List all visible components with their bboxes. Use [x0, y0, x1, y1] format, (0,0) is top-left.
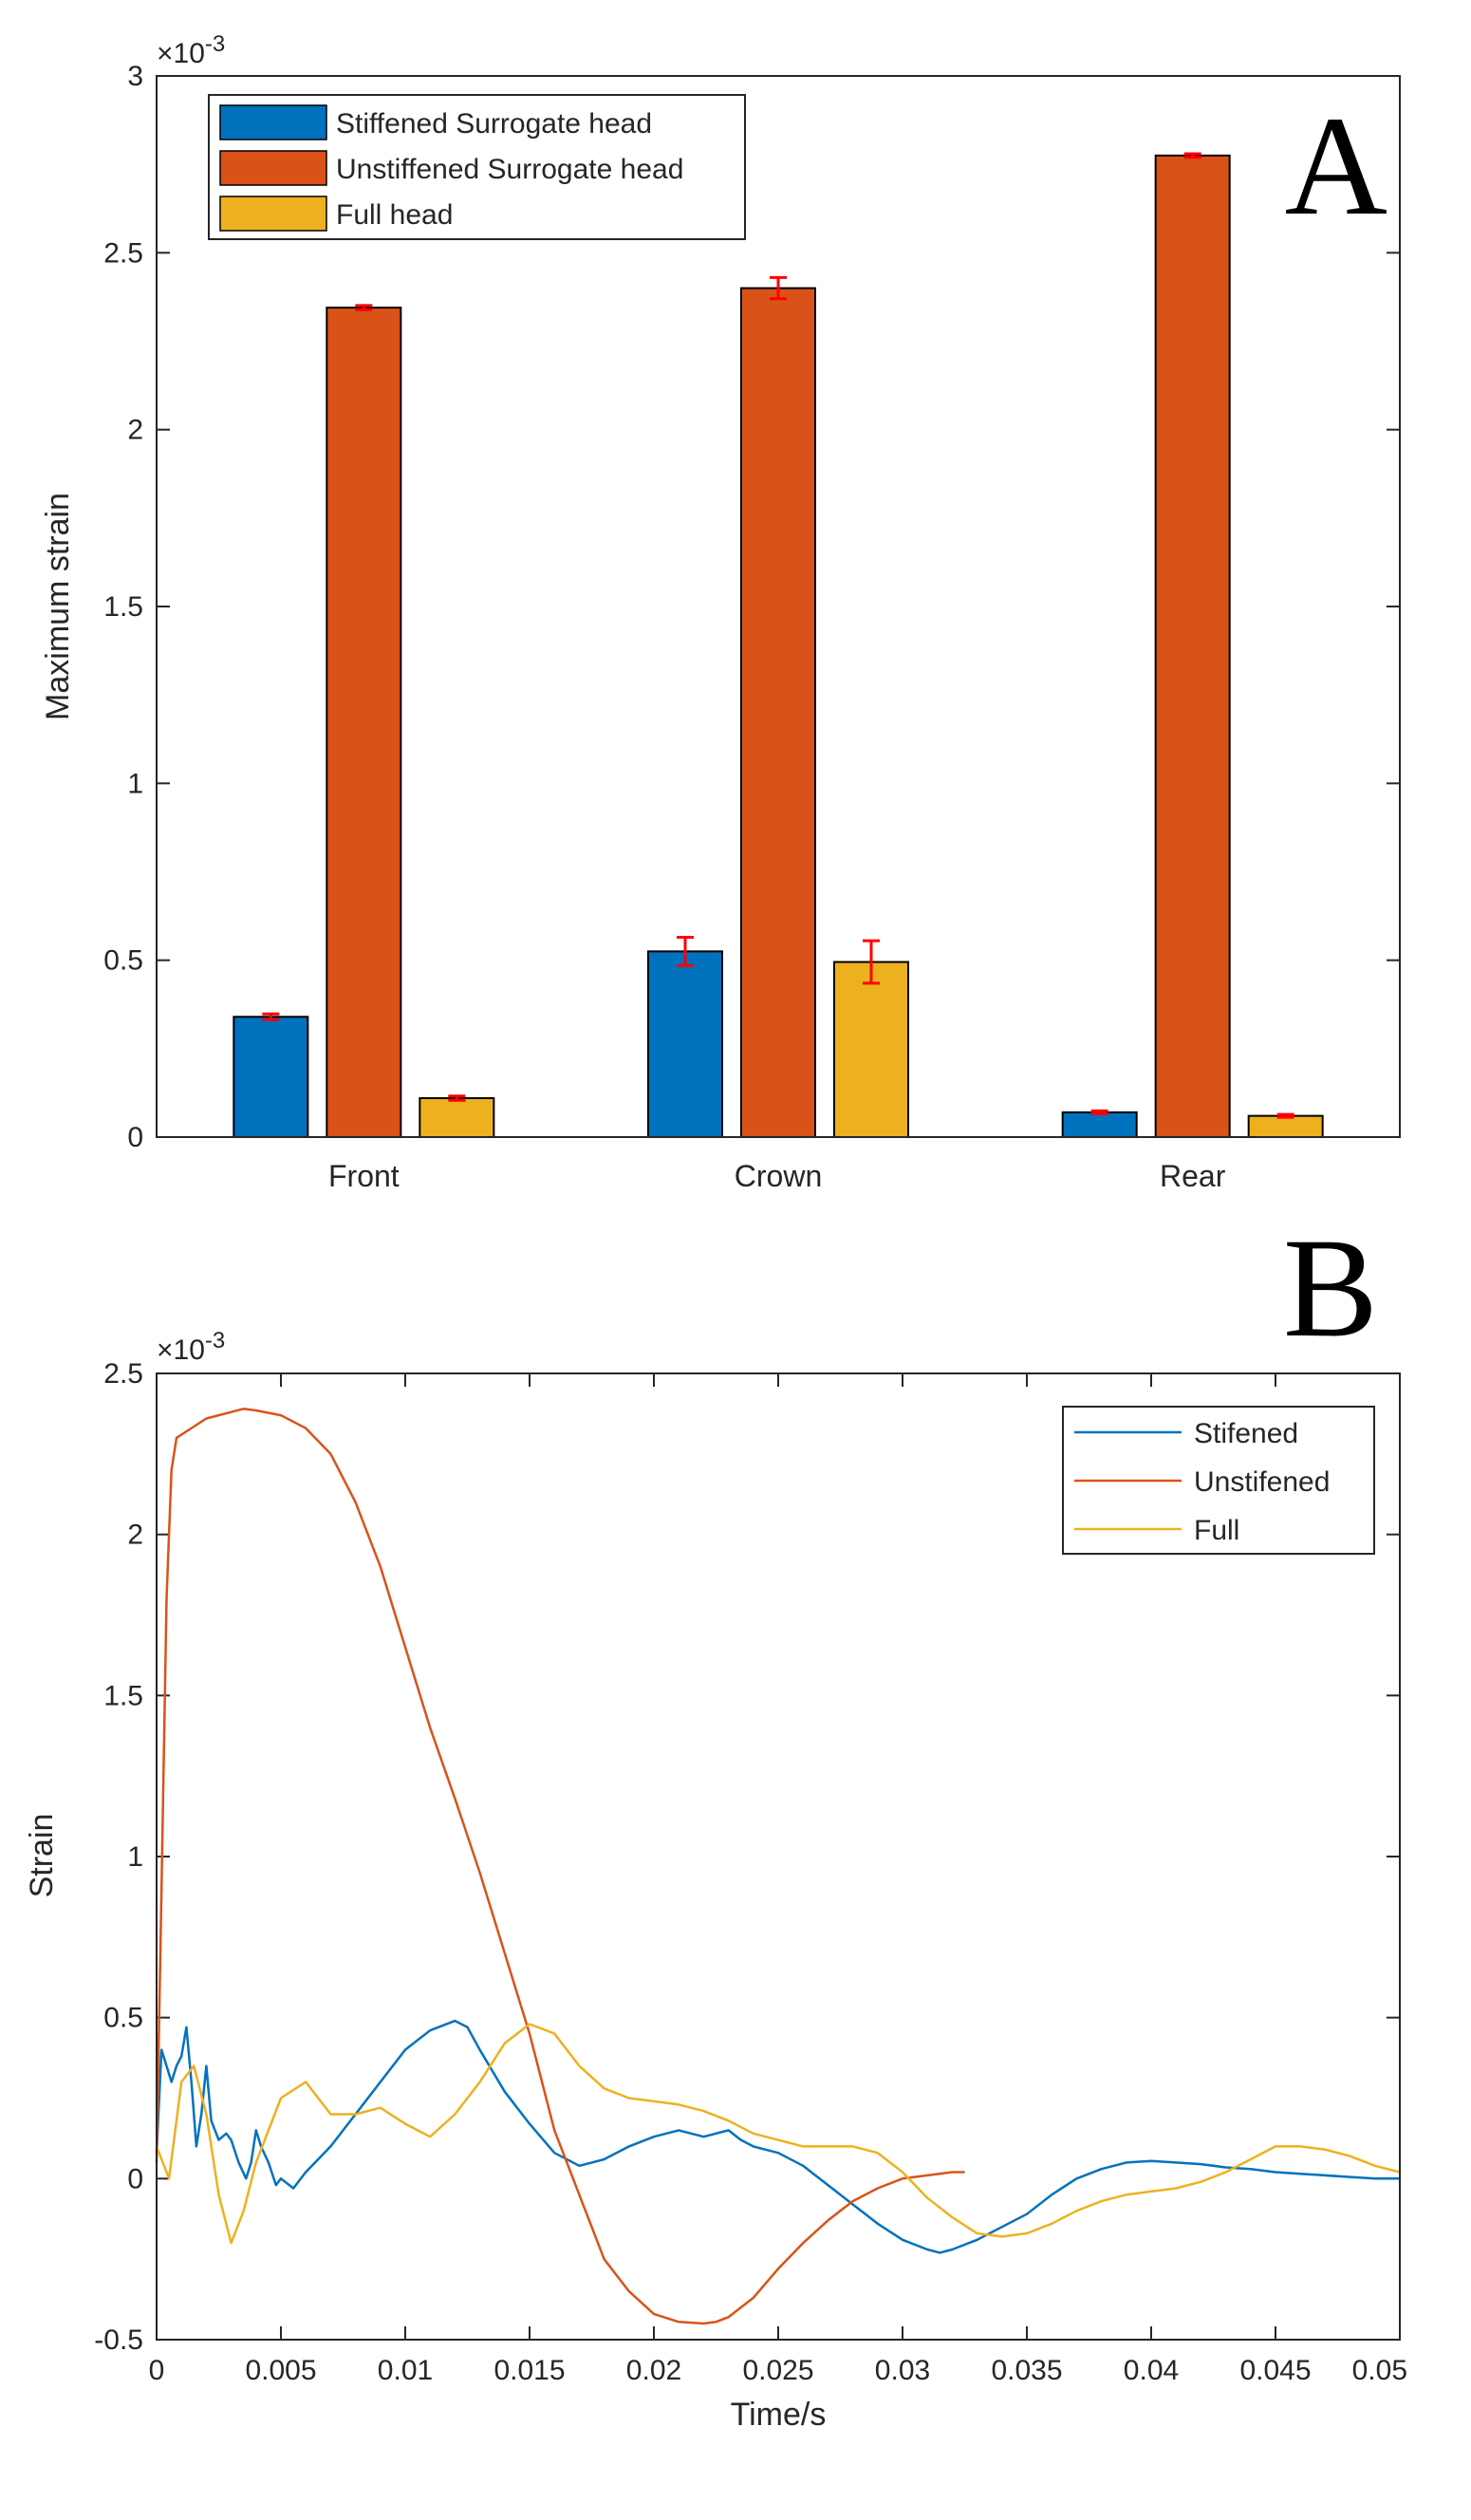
- x-tick-label: 0.015: [493, 2355, 565, 2386]
- panel-b-x-axis-label: Time/s: [731, 2397, 827, 2433]
- bar: [1061, 1111, 1138, 1138]
- panel-a-exponent-base: ×10-3: [157, 31, 225, 69]
- bar: [233, 1016, 309, 1138]
- bar: [1154, 154, 1231, 1139]
- panel-b-legend: Stifened Unstifened Full: [1062, 1406, 1375, 1555]
- legend-label-stifened: Stifened: [1194, 1418, 1298, 1449]
- x-tick-label: 0.04: [1124, 2355, 1179, 2386]
- y-tick-label: 1.5: [103, 1680, 143, 1711]
- bar: [419, 1097, 495, 1139]
- x-tick-label: 0.005: [245, 2355, 316, 2386]
- panel-b-line-chart: -0.500.511.522.50 0.005 0.01 0.015 0.02 0.025…: [24, 1209, 1407, 2433]
- panel-a-legend: Stiffened Surrogate head Unstiffened Sur…: [208, 94, 746, 240]
- y-tick-label: 0: [127, 2163, 143, 2194]
- y-tick-label: 1: [127, 768, 143, 799]
- legend-label-unstifened: Unstifened: [1194, 1466, 1330, 1498]
- panel-b-y-axis-label: Strain: [24, 1814, 60, 1898]
- y-tick-label: 1: [127, 1841, 143, 1873]
- bar: [740, 287, 816, 1139]
- y-tick-label: 2.5: [103, 1358, 143, 1390]
- x-tick-label: 0.025: [742, 2355, 813, 2386]
- bar: [326, 307, 402, 1138]
- bar: [833, 961, 909, 1139]
- x-tick-label: 0: [149, 2355, 165, 2386]
- y-tick-label: 0.5: [103, 945, 143, 977]
- legend-swatch-unstiffened: [219, 150, 327, 186]
- panel-a-bars: [233, 154, 1324, 1139]
- x-tick-label: 0.05: [1352, 2355, 1407, 2386]
- legend-label-stiffened: Stiffened Surrogate head: [336, 108, 652, 140]
- panel-a-axes: 0 0.5 1 1.5 2 2.5 3 Front Crown Rear: [103, 61, 1400, 1193]
- x-tick-label: Rear: [1160, 1159, 1226, 1193]
- panel-a-axes-box: [156, 75, 1401, 1138]
- y-tick-label: 2: [127, 1520, 143, 1551]
- panel-b-lines: [155, 1408, 1401, 2325]
- panel-b-exponent-base: ×10-3: [157, 1328, 225, 1366]
- x-tick-label: 0.02: [626, 2355, 681, 2386]
- unstifened-line: [155, 1408, 965, 2325]
- panel-a-letter: A: [1285, 87, 1387, 245]
- legend-label-full-head: Full head: [336, 199, 453, 231]
- y-tick-label: 0: [127, 1122, 143, 1153]
- stifened-line: [155, 2019, 1400, 2254]
- legend-swatch-full-head: [219, 196, 327, 232]
- y-tick-label: 2: [127, 415, 143, 446]
- legend-label-unstiffened: Unstiffened Surrogate head: [336, 154, 683, 185]
- x-tick-label: Front: [328, 1159, 400, 1193]
- x-tick-label: Crown: [735, 1159, 822, 1193]
- legend-swatch-stiffened: [219, 104, 327, 140]
- x-tick-label: 0.035: [991, 2355, 1062, 2386]
- y-tick-label: -0.5: [94, 2324, 143, 2356]
- x-tick-label: 0.03: [875, 2355, 930, 2386]
- x-tick-label: 0.01: [378, 2355, 433, 2386]
- panel-a-y-axis-label: Maximum strain: [40, 493, 76, 720]
- panel-b-letter: B: [1283, 1209, 1378, 1367]
- y-tick-label: 1.5: [103, 591, 143, 623]
- panel-b-axes: -0.500.511.522.50 0.005 0.01 0.015 0.02 0.025…: [94, 1358, 1407, 2386]
- y-tick-label: 2.5: [103, 237, 143, 269]
- panel-a-error-bars: [262, 152, 1294, 1119]
- y-tick-label: 3: [127, 61, 143, 92]
- legend-label-full: Full: [1194, 1515, 1239, 1546]
- panel-b-axes-box: [156, 1372, 1401, 2341]
- full-line: [155, 2023, 1401, 2245]
- x-tick-label: 0.045: [1239, 2355, 1311, 2386]
- bar: [647, 950, 723, 1138]
- y-tick-label: 0.5: [103, 2003, 143, 2034]
- bar: [1247, 1114, 1324, 1139]
- panel-a-bar-chart: 0 0.5 1 1.5 2 2.5 3 Front Crown Rear Maximum stra…: [40, 31, 1401, 1193]
